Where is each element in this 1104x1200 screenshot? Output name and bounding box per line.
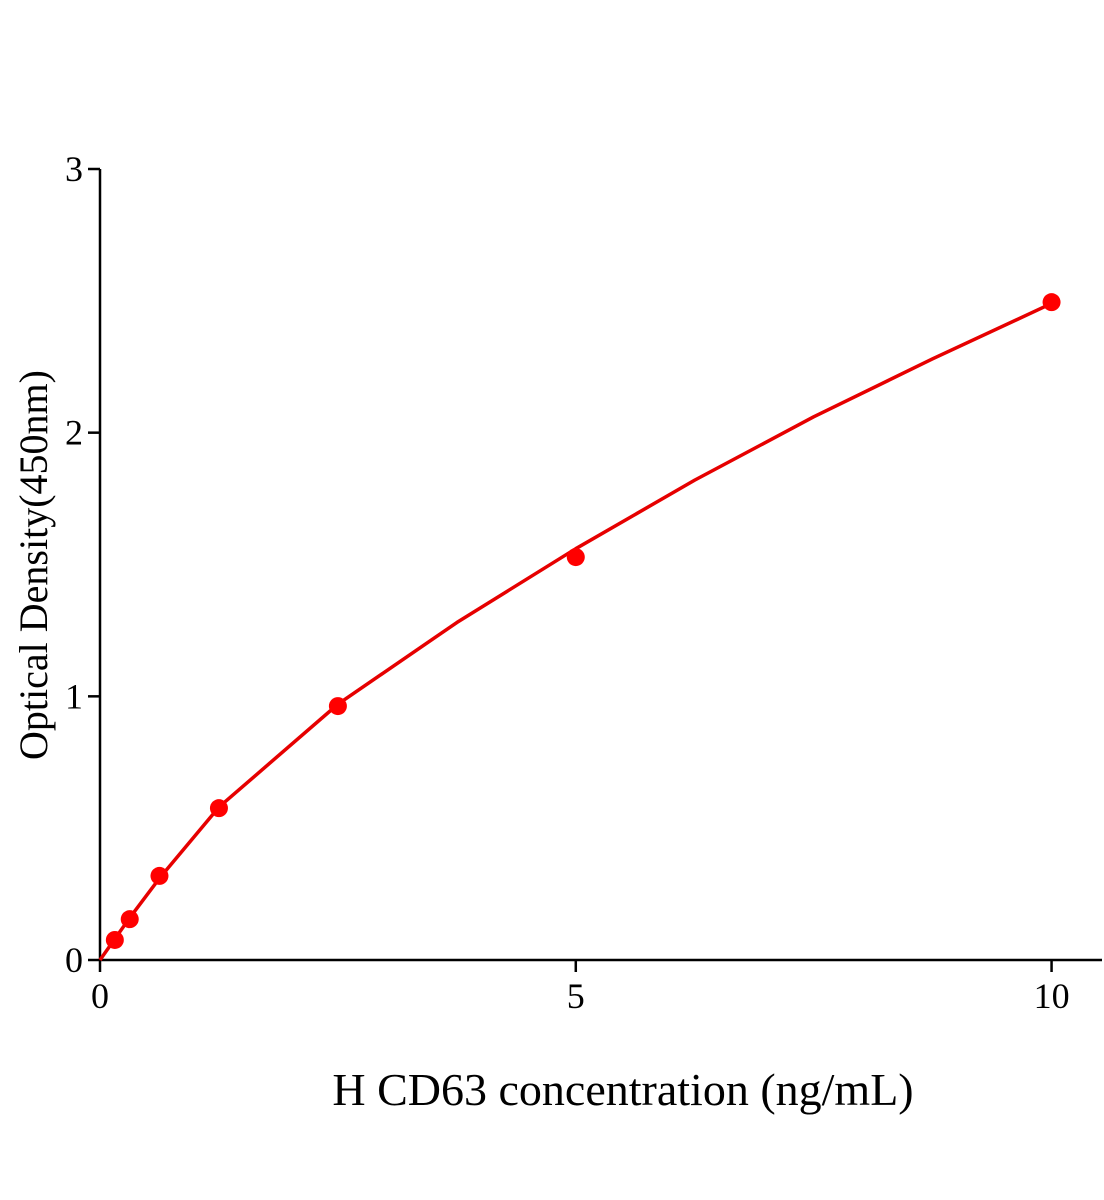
x-tick-label: 0 (91, 976, 109, 1016)
data-point (566, 548, 585, 567)
x-tick-label: 5 (567, 976, 585, 1016)
x-tick-label: 10 (1034, 976, 1070, 1016)
data-point (150, 866, 169, 885)
data-point (105, 930, 124, 949)
data-point (120, 910, 139, 929)
data-point (328, 697, 347, 716)
data-point (1042, 293, 1061, 312)
data-point (209, 799, 228, 818)
x-axis-title: H CD63 concentration (ng/mL) (332, 1064, 913, 1115)
y-axis-title: Optical Density(450nm) (11, 370, 56, 760)
fit-curve (98, 301, 1053, 962)
y-tick-label: 2 (65, 413, 83, 453)
y-tick-label: 0 (65, 940, 83, 980)
y-tick-label: 3 (65, 149, 83, 189)
y-tick-label: 1 (65, 676, 83, 716)
